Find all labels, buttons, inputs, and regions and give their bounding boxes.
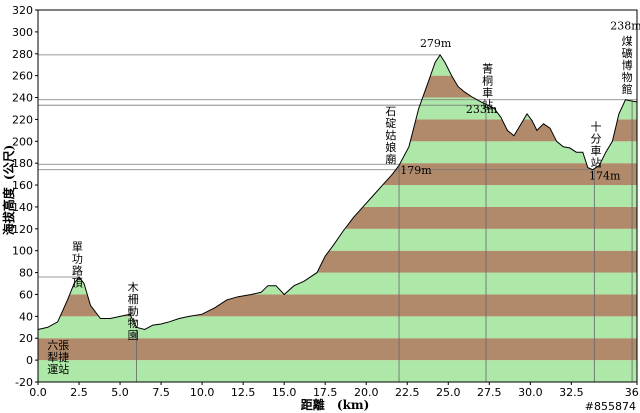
x-tick-label: 27.5 xyxy=(477,386,502,399)
elevation-band xyxy=(38,54,637,76)
annotation-label: 煤礦博物館 xyxy=(622,35,633,96)
y-tick-label: 320 xyxy=(12,4,33,17)
elevation-band xyxy=(38,163,637,186)
y-tick-label: 20 xyxy=(19,332,33,345)
x-tick-label: 30.0 xyxy=(518,386,543,399)
annotation-label: 279m xyxy=(420,37,452,50)
x-tick-label: 5.0 xyxy=(111,386,129,399)
x-tick-label: 0.0 xyxy=(29,386,47,399)
y-tick-label: 100 xyxy=(12,245,33,258)
plot-frame xyxy=(37,9,638,383)
annotation-label: 木柵動物園 xyxy=(128,281,139,342)
annotation-label: 菁桐車站 xyxy=(482,62,493,111)
station-markers xyxy=(136,100,633,382)
reference-lines xyxy=(38,54,637,278)
y-tick-label: 120 xyxy=(12,223,33,236)
elevation-band xyxy=(38,141,637,164)
x-tick-label: 25.0 xyxy=(436,386,461,399)
elevation-band xyxy=(38,338,637,361)
elevation-band xyxy=(38,316,637,339)
y-tick-label: 0 xyxy=(26,354,33,367)
annotation-label: 十分車站 xyxy=(590,119,601,169)
x-tick-label: 15.0 xyxy=(272,386,297,399)
elevation-band xyxy=(38,119,637,142)
elevation-band xyxy=(38,360,637,382)
elevation-band xyxy=(38,185,637,207)
elevation-band xyxy=(38,10,637,32)
y-tick-label: 260 xyxy=(12,70,33,83)
elevation-band xyxy=(38,206,637,229)
elevation-band xyxy=(38,75,637,98)
annotation-label: 179m xyxy=(400,164,432,177)
annotation-label: 174m xyxy=(589,170,621,183)
x-tick-label: 17.5 xyxy=(313,386,338,399)
y-tick-label: 200 xyxy=(12,135,33,148)
y-tick-label: 280 xyxy=(12,48,33,61)
y-tick-label: 300 xyxy=(12,26,33,39)
y-tick-label: 180 xyxy=(12,157,33,170)
plot-border xyxy=(37,9,638,383)
y-tick-label: 240 xyxy=(12,92,33,105)
annotation-label: 238m xyxy=(610,20,640,33)
elevation-band xyxy=(38,250,637,273)
elevation-line xyxy=(37,53,638,331)
y-tick-label: 160 xyxy=(12,179,33,192)
elevation-band xyxy=(38,32,637,54)
x-tick-label: 12.5 xyxy=(231,386,256,399)
x-tick-label: 7.5 xyxy=(152,386,170,399)
x-tick-label: 36.5 xyxy=(625,386,640,399)
y-tick-label: 40 xyxy=(19,310,33,323)
y-tick-label: 80 xyxy=(19,267,33,280)
x-tick-label: 2.5 xyxy=(70,386,88,399)
annotations: 單功路頂木柵動物園六張犁捷運站 石碇姑娘廟 179m 279m 菁桐車站233m 十分車站… xyxy=(47,20,640,376)
y-tick-label: -20 xyxy=(15,376,33,389)
annotation-label: 單功路頂 xyxy=(72,241,83,290)
x-tick-label: 10.0 xyxy=(190,386,215,399)
y-tick-label: 60 xyxy=(19,288,33,301)
y-tick-label: 140 xyxy=(12,201,33,214)
elevation-band xyxy=(38,97,637,120)
annotation-label: 六張犁捷運站 xyxy=(47,339,69,376)
watermark: #855874 xyxy=(585,400,636,413)
annotation-label: 233m xyxy=(466,103,498,116)
x-axis-label: 距離 (km) xyxy=(301,397,370,412)
annotation-label: 石碇姑娘廟 xyxy=(385,105,396,166)
y-axis-label: 海拔高度 (公尺) xyxy=(1,145,16,236)
x-axis-ticks: 0.0 2.5 5.0 7.5 10.0 12.5 15.0 17.5 20.0 22.5 25.0… xyxy=(29,382,640,399)
x-tick-label: 32.5 xyxy=(559,386,584,399)
y-axis-ticks: -20 0 20 40 60 80 100 120 140 160 180 200 220 240 260 2… xyxy=(12,4,38,389)
y-tick-label: 220 xyxy=(12,113,33,126)
x-tick-label: 22.5 xyxy=(395,386,420,399)
x-tick-label: 20.0 xyxy=(354,386,379,399)
